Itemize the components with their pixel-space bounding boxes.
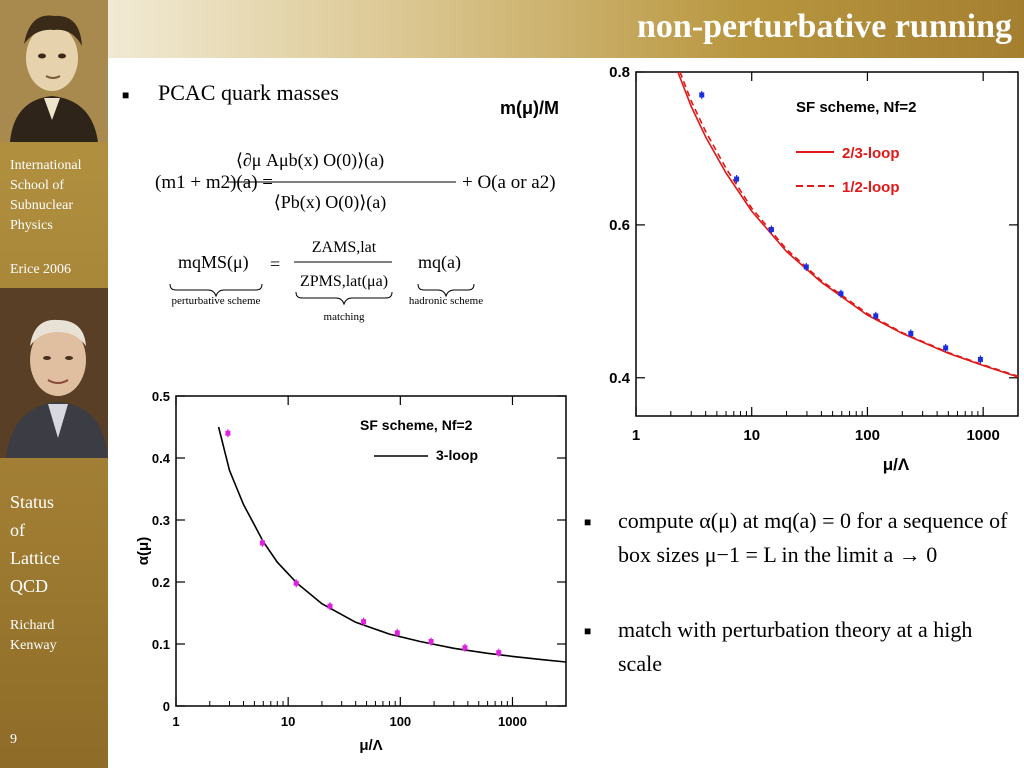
data-point: [977, 356, 983, 362]
data-point: [943, 345, 949, 351]
data-point: [361, 619, 367, 625]
sidebar-school: International School of Subnuclear Physi…: [10, 156, 82, 236]
bullet-pcac: PCAC quark masses: [158, 80, 339, 105]
data-point: [908, 330, 914, 336]
data-point: [462, 645, 468, 651]
x-tick-label: 1000: [966, 427, 999, 444]
sidebar-school-line: School of: [10, 178, 65, 193]
bullet-square-icon: ■: [584, 624, 592, 638]
series-line: [217, 426, 567, 663]
x-tick-label: 1: [632, 427, 640, 444]
data-point: [327, 603, 333, 609]
bullet-match-perturbation: match with perturbation theory at a high…: [618, 617, 973, 676]
page-number: 9: [10, 732, 17, 747]
y-tick-label: 0: [163, 699, 170, 714]
mass-chart-layer: 1 10 100 1000 0.4 0.6 0.8: [609, 64, 1019, 444]
plot-frame: [175, 395, 567, 707]
legend-series-label: 1/2-loop: [842, 179, 900, 196]
plot-frame: [635, 71, 1019, 417]
chart-corner-label: m(μ)/M: [500, 98, 559, 118]
brace-matching: [295, 291, 393, 306]
data-point: [394, 630, 400, 636]
sidebar-author: Richard Kenway: [10, 616, 57, 656]
x-axis-label: μ/Λ: [883, 455, 910, 474]
y-tick-label: 0.5: [152, 389, 170, 404]
data-point: [803, 264, 809, 270]
formula-match-numerator: ZAMS,lat: [312, 239, 377, 256]
y-tick-label: 0.4: [609, 370, 631, 387]
legend-series-label: 3-loop: [436, 447, 478, 463]
sidebar-talk-line: Status: [10, 492, 55, 512]
brace-hadronic: [417, 283, 475, 298]
y-tick-label: 0.8: [609, 64, 630, 81]
alpha-chart-layer: 1 10 100 1000 0 0.1 0.2 0.3 0.4 0.5: [152, 389, 567, 729]
sidebar-author-line: Richard: [10, 618, 55, 633]
sidebar-talk-line: of: [10, 520, 25, 540]
sidebar-author-line: Kenway: [10, 638, 57, 653]
x-axis-label: μ/Λ: [359, 737, 382, 754]
formula-pcac-denominator: ⟨Pb(x) O(0)⟩(a): [274, 192, 387, 213]
brace-perturbative: [169, 283, 263, 298]
legend-title: SF scheme, Nf=2: [360, 417, 473, 433]
data-point: [225, 430, 231, 436]
data-point: [496, 650, 502, 656]
data-point: [873, 313, 879, 319]
sidebar-school-line: Subnuclear: [10, 198, 73, 213]
data-point: [768, 226, 774, 232]
x-tick-label: 1: [172, 714, 179, 729]
sidebar-school-line: Physics: [10, 218, 53, 233]
bullet-square-icon: ■: [122, 88, 130, 102]
slide-title: non-perturbative running: [637, 8, 1012, 45]
bullet-square-icon: ■: [584, 515, 592, 529]
label-matching: matching: [324, 311, 365, 323]
formula-pcac-tail: + O(a or a2): [462, 172, 556, 193]
portrait-photo-old: [0, 288, 108, 458]
label-hadronic-scheme: hadronic scheme: [409, 295, 483, 307]
data-point: [428, 639, 434, 645]
portrait-photo-young: [0, 0, 108, 142]
y-tick-label: 0.6: [609, 217, 630, 234]
alpha-running-chart: SF scheme, Nf=2 3-loop μ/Λ α(μ) 1 10 100 10…: [135, 389, 567, 754]
formula-pcac-lhs: (m1 + m2)(a) =: [155, 172, 273, 193]
pcac-formula: (m1 + m2)(a) = ⟨∂μ Aμb(x) O(0)⟩(a) ⟨Pb(x…: [155, 150, 556, 323]
sidebar-talk-line: QCD: [10, 576, 49, 596]
mass-running-chart: m(μ)/M SF scheme, Nf=2 2/3-loop 1/2-loop…: [500, 64, 1019, 474]
formula-match-rhs: mq(a): [418, 252, 461, 273]
x-tick-label: 100: [389, 714, 411, 729]
x-tick-label: 100: [855, 427, 880, 444]
sidebar-talk-line: Lattice: [10, 548, 60, 568]
y-tick-label: 0.4: [152, 451, 171, 466]
formula-match-denominator: ZPMS,lat(μa): [300, 273, 388, 290]
legend-title: SF scheme, Nf=2: [796, 99, 916, 116]
data-point: [734, 176, 740, 182]
y-axis-label: α(μ): [135, 537, 152, 565]
data-point: [259, 540, 265, 546]
y-tick-label: 0.3: [152, 513, 170, 528]
title-bar: non-perturbative running: [108, 0, 1024, 58]
sidebar-event: Erice 2006: [10, 262, 72, 277]
x-tick-label: 10: [281, 714, 295, 729]
y-tick-label: 0.1: [152, 637, 170, 652]
x-tick-label: 1000: [498, 714, 527, 729]
bullet-compute-alpha: compute α(μ) at mq(a) = 0 for a sequence…: [618, 508, 1008, 567]
y-tick-label: 0.2: [152, 575, 170, 590]
x-tick-label: 10: [743, 427, 760, 444]
sidebar-talk-title: Status of Lattice QCD: [10, 488, 60, 600]
formula-pcac-numerator: ⟨∂μ Aμb(x) O(0)⟩(a): [236, 150, 384, 171]
sidebar-school-line: International: [10, 158, 82, 173]
data-point: [699, 92, 705, 98]
formula-match-lhs: mqMS(μ): [178, 252, 249, 273]
legend-series-label: 2/3-loop: [842, 145, 900, 162]
data-point: [293, 580, 299, 586]
data-point: [838, 291, 844, 297]
label-perturbative-scheme: perturbative scheme: [172, 295, 261, 307]
formula-match-equals: =: [270, 254, 280, 274]
